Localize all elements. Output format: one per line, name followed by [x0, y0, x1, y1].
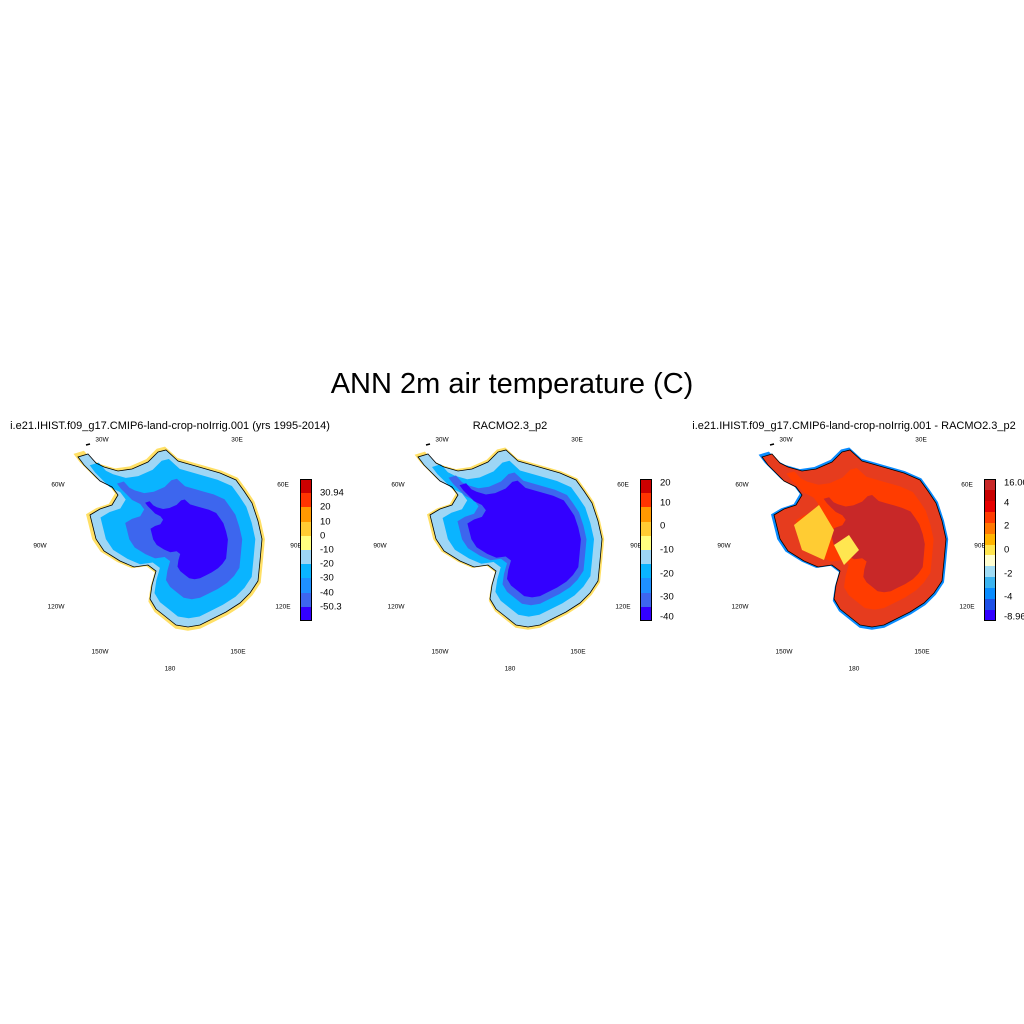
colorbar-label: -8.962 [1004, 611, 1024, 623]
longitude-label: 150W [431, 648, 449, 656]
polar-map [340, 435, 640, 680]
colorbar-label: 10 [660, 497, 671, 509]
colorbar-label: 16.005 [1004, 477, 1024, 489]
colorbar-label: 0 [320, 530, 326, 542]
colorbar-frame [300, 479, 312, 621]
antarctica-map-svg [73, 443, 265, 631]
longitude-label: 120W [47, 603, 65, 611]
longitude-label: 60E [961, 481, 973, 489]
colorbar-label: -10 [320, 544, 334, 556]
colorbar-label: 2 [1004, 520, 1010, 532]
longitude-label: 60W [51, 481, 65, 489]
colorbar-label: 10 [320, 516, 331, 528]
colorbar-label: -2 [1004, 568, 1013, 580]
longitude-label: 90E [630, 542, 642, 550]
colorbar-label: 30.94 [320, 487, 344, 499]
longitude-label: 90E [290, 542, 302, 550]
colorbar-label: 20 [660, 477, 671, 489]
longitude-label: 60W [735, 481, 749, 489]
panel-title: i.e21.IHIST.f09_g17.CMIP6-land-crop-noIr… [692, 420, 1016, 432]
longitude-label: 30E [915, 436, 927, 444]
tick-mark [425, 443, 431, 446]
longitude-label: 90W [717, 542, 731, 550]
colorbar-label: -40 [320, 587, 334, 599]
colorbar-label: -20 [320, 558, 334, 570]
tick-mark [769, 443, 775, 446]
colorbar-label: 4 [1004, 497, 1010, 509]
colorbar-label: -40 [660, 611, 674, 623]
colorbar-label: -10 [660, 544, 674, 556]
panel-title: RACMO2.3_p2 [472, 420, 548, 432]
longitude-label: 30W [779, 436, 793, 444]
diff-low-patch-2 [834, 535, 859, 565]
colorbar-frame [984, 479, 996, 621]
plateau-core-fill [459, 480, 581, 598]
map-panel: i.e21.IHIST.f09_g17.CMIP6-land-crop-noIr… [0, 415, 344, 685]
longitude-label: 30W [95, 436, 109, 444]
map-panel: i.e21.IHIST.f09_g17.CMIP6-land-crop-noIr… [684, 415, 1024, 685]
longitude-label: 150E [570, 648, 586, 656]
colorbar-label: -20 [660, 568, 674, 580]
map-panel: RACMO2.3_p2 30W 30E 60W 60E 90W 90E 120W 120E 150… [340, 415, 680, 685]
tick-mark [85, 443, 91, 446]
longitude-label: 90E [974, 542, 986, 550]
longitude-label: 60E [617, 481, 629, 489]
longitude-label: 120E [959, 603, 975, 611]
longitude-label: 180 [848, 665, 860, 673]
longitude-label: 120E [615, 603, 631, 611]
longitude-label: 30E [231, 436, 243, 444]
longitude-label: 30E [571, 436, 583, 444]
longitude-label: 90W [33, 542, 47, 550]
polar-map [684, 435, 984, 680]
longitude-label: 150E [230, 648, 246, 656]
colorbar-label: 0 [660, 520, 666, 532]
longitude-label: 90W [373, 542, 387, 550]
antarctica-map-svg [414, 443, 605, 630]
figure-title: ANN 2m air temperature (C) [330, 368, 694, 400]
longitude-label: 30W [435, 436, 449, 444]
plateau-core-fill [145, 499, 228, 580]
colorbar-label: 20 [320, 501, 331, 513]
longitude-label: 150W [91, 648, 109, 656]
coastline [761, 449, 947, 628]
antarctica-map-svg [758, 443, 949, 630]
colorbar-label: 0 [1004, 544, 1010, 556]
longitude-label: 150W [775, 648, 793, 656]
colorbar-label: -30 [660, 591, 674, 603]
panel-title: i.e21.IHIST.f09_g17.CMIP6-land-crop-noIr… [10, 420, 330, 432]
longitude-label: 60E [277, 481, 289, 489]
coastline [77, 449, 263, 628]
colorbar-label: -4 [1004, 591, 1013, 603]
coastline [417, 449, 603, 628]
polar-map [0, 435, 300, 680]
longitude-label: 180 [504, 665, 516, 673]
longitude-label: 120W [387, 603, 405, 611]
diff-low-patch [794, 505, 834, 560]
longitude-label: 120E [275, 603, 291, 611]
colorbar-label: -50.3 [320, 601, 342, 613]
diff-high-fill [823, 495, 925, 593]
longitude-label: 180 [164, 665, 176, 673]
longitude-label: 120W [731, 603, 749, 611]
colorbar-frame [640, 479, 652, 621]
longitude-label: 150E [914, 648, 930, 656]
colorbar-label: -30 [320, 572, 334, 584]
longitude-label: 60W [391, 481, 405, 489]
